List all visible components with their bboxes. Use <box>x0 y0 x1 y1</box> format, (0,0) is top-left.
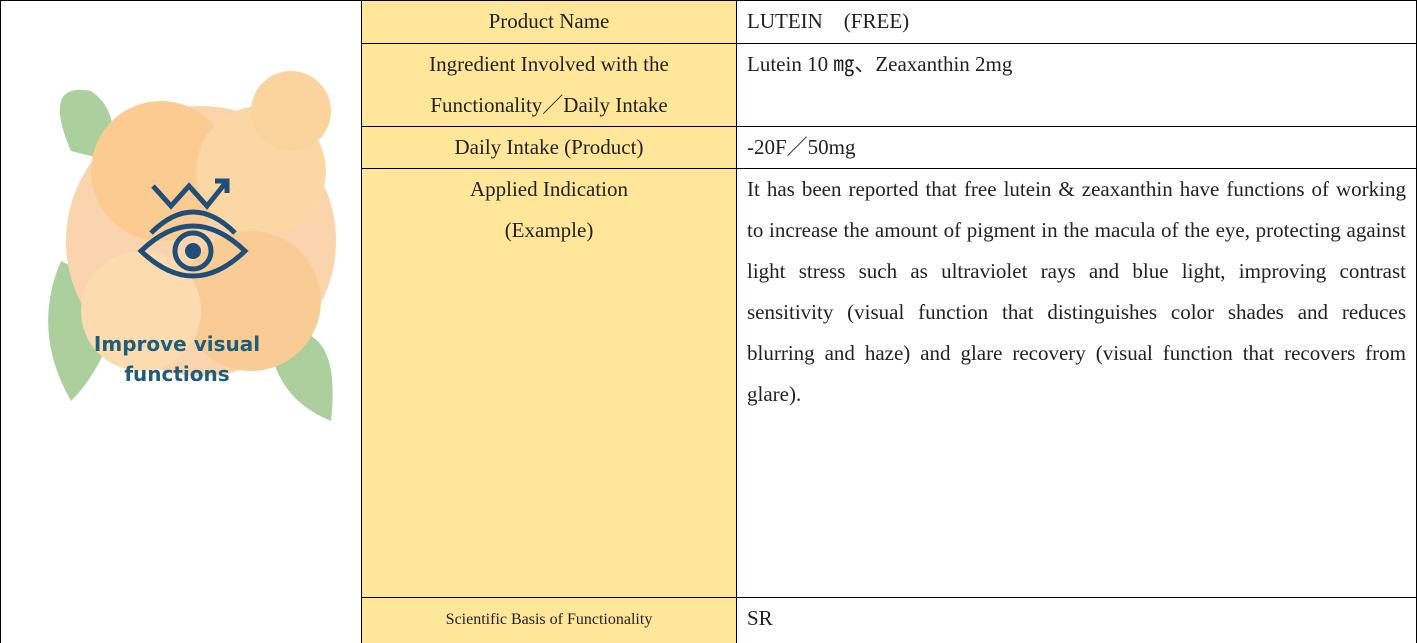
caption-line: functions <box>124 362 229 386</box>
row-label: Ingredient Involved with the Functionali… <box>361 43 737 127</box>
row: Applied Indication (Example) It has been… <box>1 168 1417 598</box>
row-value: It has been reported that free lutein & … <box>736 168 1417 598</box>
row-label: Applied Indication (Example) <box>361 168 737 598</box>
caption-line: Improve visual <box>94 332 260 356</box>
row-value: SR <box>736 597 1417 643</box>
row-value: LUTEIN (FREE) <box>736 0 1417 44</box>
row-label: Daily Intake (Product) <box>361 126 737 169</box>
row: Scientific Basis of Functionality SR <box>1 597 1417 643</box>
illustration: Improve visual functions <box>48 71 336 421</box>
row-value: -20F／50mg <box>736 126 1417 169</box>
row: Ingredient Involved with the Functionali… <box>1 43 1417 127</box>
image-cell: Improve visual functions <box>0 0 362 643</box>
row-value: Lutein 10 ㎎、Zeaxanthin 2mg <box>736 43 1417 127</box>
row-label: Product Name <box>361 0 737 44</box>
eye-icon <box>137 178 249 279</box>
row-label: Scientific Basis of Functionality <box>361 597 737 643</box>
flower <box>48 71 336 421</box>
row: Daily Intake (Product) -20F／50mg <box>1 126 1417 169</box>
